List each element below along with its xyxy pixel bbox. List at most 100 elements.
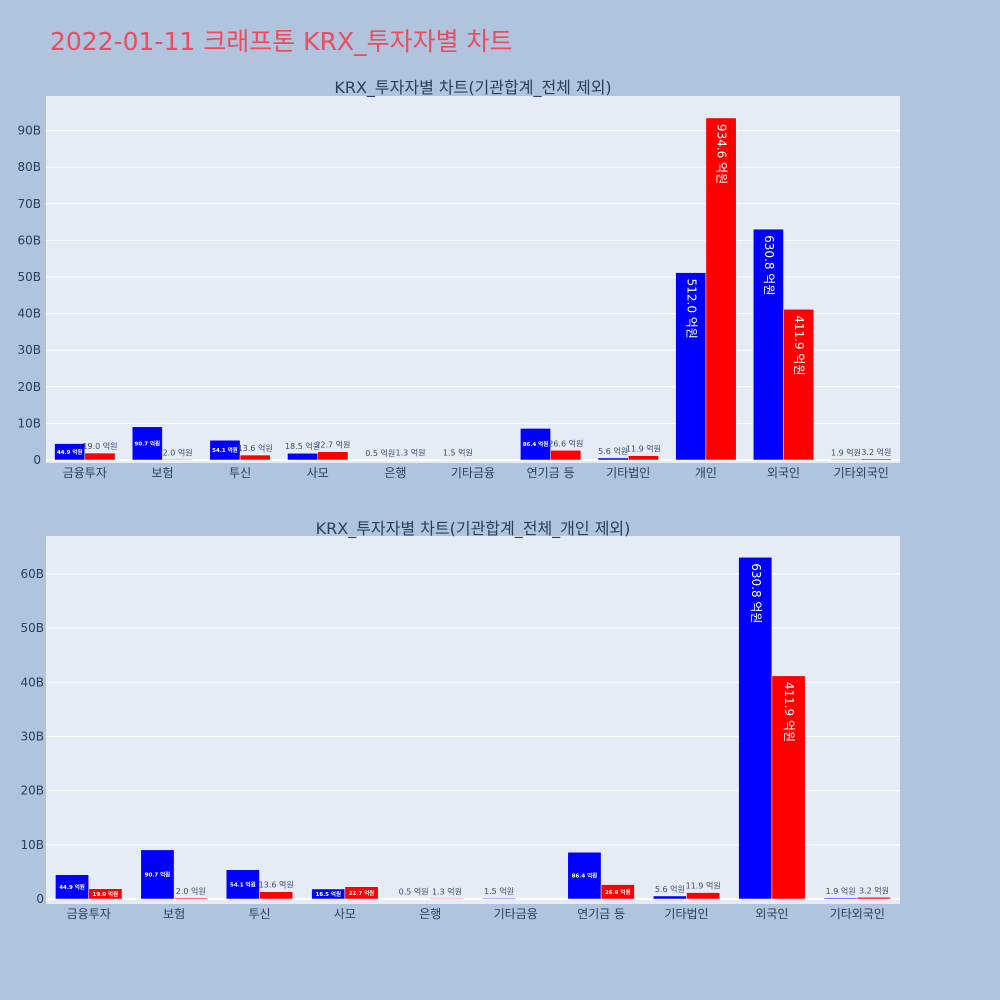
bar: [823, 897, 858, 900]
data-label: 22.7 억원: [315, 440, 350, 450]
x-tick-label: 외국인: [755, 907, 788, 921]
x-tick-label: 사모: [334, 907, 356, 921]
bar: [239, 454, 271, 461]
y-tick-label: 50B: [20, 621, 44, 635]
bar: [259, 891, 294, 900]
data-label: 3.2 억원: [861, 447, 891, 457]
data-label: 13.6 억원: [259, 880, 294, 890]
data-label: 22.7 억원: [349, 889, 375, 897]
bar: [173, 897, 208, 900]
x-tick-label: 기타금융: [451, 466, 495, 480]
data-label: 2.0 억원: [163, 447, 193, 457]
data-label: 26.6 억원: [548, 438, 583, 448]
bar: [225, 869, 260, 900]
bar: [705, 117, 737, 461]
data-label: 13.6 억원: [238, 443, 273, 453]
y-tick-label: 10B: [17, 416, 41, 430]
data-label: 18.5 억원: [315, 890, 341, 898]
data-label: 1.9 억원: [831, 447, 861, 457]
data-label: 54.1 억원: [212, 446, 238, 454]
x-tick-label: 투신: [229, 466, 251, 480]
bar: [209, 439, 241, 461]
y-tick-label: 20B: [17, 380, 41, 394]
data-label: 26.6 억원: [605, 888, 631, 896]
y-tick-label: 30B: [20, 729, 44, 743]
data-label: 5.6 억원: [655, 884, 685, 894]
x-tick-label: 보험: [163, 907, 185, 921]
bar: [344, 886, 379, 900]
bar: [430, 898, 464, 900]
y-tick-label: 80B: [17, 160, 41, 174]
bar: [482, 897, 516, 900]
bar: [686, 892, 721, 900]
bar: [860, 458, 892, 461]
y-tick-label: 60B: [17, 233, 41, 247]
data-label: 1.9 억원: [826, 886, 856, 896]
bar: [597, 457, 629, 461]
data-label: 512.0 억원: [684, 279, 698, 339]
x-tick-label: 사모: [307, 466, 329, 480]
data-label: 1.5 억원: [443, 447, 473, 457]
data-label: 90.7 억원: [145, 870, 171, 878]
chart-title: KRX_투자자별 차트(기관합계_전체 제외): [334, 78, 611, 98]
bar: [830, 459, 862, 461]
bar: [55, 874, 89, 900]
bar: [783, 308, 815, 461]
bar: [628, 455, 659, 461]
data-label: 18.5 억원: [285, 441, 320, 451]
data-label: 411.9 억원: [792, 315, 806, 375]
bar: [652, 895, 687, 900]
x-tick-label: 개인: [695, 466, 717, 480]
data-label: 0.5 억원: [365, 448, 395, 458]
bar: [600, 884, 635, 900]
bar: [317, 451, 349, 461]
page-title: 2022-01-11 크래프톤 KRX_투자자별 차트: [50, 27, 513, 56]
data-label: 19.0 억원: [93, 890, 119, 898]
x-tick-label: 기타법인: [606, 466, 650, 480]
bar: [675, 272, 707, 461]
x-tick-label: 외국인: [767, 466, 800, 480]
x-tick-label: 기타금융: [494, 907, 538, 921]
bar: [287, 452, 318, 461]
data-label: 11.9 억원: [626, 444, 661, 454]
x-tick-label: 연기금 등: [527, 466, 575, 480]
x-tick-label: 연기금 등: [577, 907, 625, 921]
data-label: 90.7 억원: [135, 439, 161, 447]
bar: [442, 459, 474, 461]
y-tick-label: 40B: [17, 307, 41, 321]
y-tick-label: 60B: [20, 567, 44, 581]
bar: [84, 452, 116, 461]
bar: [753, 228, 784, 461]
data-label: 1.3 억원: [432, 886, 462, 896]
data-label: 54.1 억원: [230, 880, 256, 888]
bar: [88, 888, 123, 900]
data-label: 630.8 억원: [762, 235, 776, 295]
bar: [857, 897, 891, 900]
chart-title: KRX_투자자별 차트(기관합계_전체_개인 제외): [316, 519, 631, 539]
y-tick-label: 50B: [17, 270, 41, 284]
data-label: 630.8 억원: [749, 563, 763, 623]
bar: [140, 849, 175, 900]
data-label: 0.5 억원: [399, 887, 429, 897]
x-tick-label: 기타법인: [664, 907, 708, 921]
data-label: 411.9 억원: [782, 682, 796, 742]
bar: [162, 459, 193, 461]
data-label: 44.9 억원: [59, 883, 85, 891]
x-tick-label: 기타외국인: [834, 466, 889, 480]
x-tick-label: 기타외국인: [830, 907, 885, 921]
y-tick-label: 20B: [20, 784, 44, 798]
y-tick-label: 30B: [17, 343, 41, 357]
data-label: 1.3 억원: [396, 448, 426, 458]
data-label: 934.6 억원: [715, 124, 729, 184]
bar: [520, 428, 551, 461]
bar: [550, 450, 582, 461]
data-label: 86.4 억원: [523, 440, 549, 448]
data-label: 19.0 억원: [82, 441, 117, 451]
data-label: 1.5 억원: [484, 886, 514, 896]
bar: [54, 443, 86, 461]
y-tick-label: 70B: [17, 197, 41, 211]
x-tick-label: 은행: [384, 465, 406, 480]
x-tick-label: 금융투자: [67, 907, 111, 921]
data-label: 44.9 억원: [57, 448, 83, 456]
